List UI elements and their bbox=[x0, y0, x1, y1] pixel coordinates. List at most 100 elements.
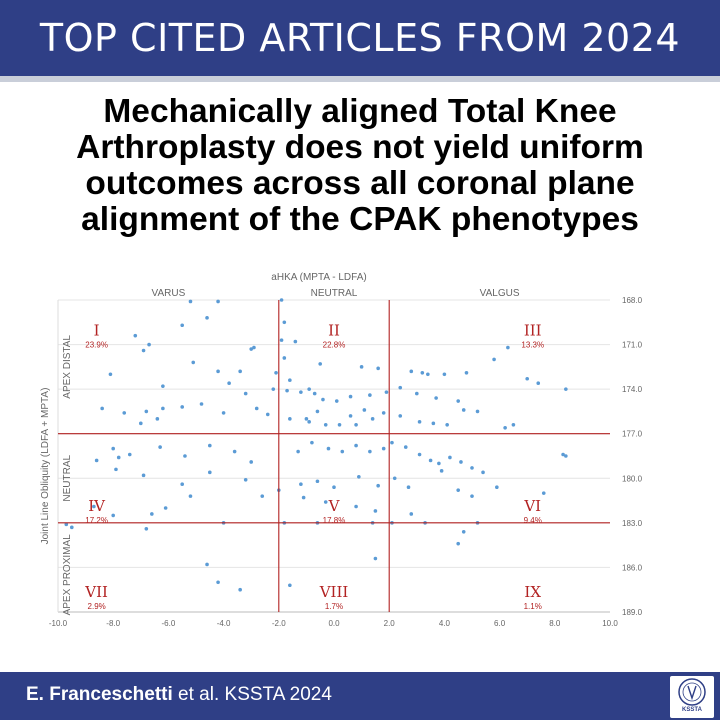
data-point bbox=[376, 366, 380, 371]
data-point bbox=[122, 411, 127, 415]
data-point bbox=[381, 411, 386, 415]
data-point bbox=[564, 387, 568, 391]
column-label: NEUTRAL bbox=[311, 288, 358, 299]
data-point bbox=[448, 455, 452, 460]
data-point bbox=[332, 485, 336, 489]
data-point bbox=[373, 556, 378, 561]
data-point bbox=[431, 421, 436, 426]
x-tick-label: 4.0 bbox=[439, 619, 451, 628]
region-percentage: 23.9% bbox=[85, 341, 108, 350]
chart-title: aHKA (MPTA - LDFA) bbox=[271, 272, 366, 283]
x-tick-label: 10.0 bbox=[602, 619, 618, 628]
data-point bbox=[439, 469, 444, 473]
data-point bbox=[337, 423, 342, 427]
headline-line: alignment of the CPAK phenotypes bbox=[81, 201, 639, 238]
data-point bbox=[144, 527, 149, 531]
data-point bbox=[127, 452, 132, 457]
data-point bbox=[249, 347, 253, 351]
data-point bbox=[265, 412, 270, 417]
data-point bbox=[368, 449, 372, 454]
data-point bbox=[506, 345, 510, 350]
data-point bbox=[158, 445, 162, 449]
data-point bbox=[299, 482, 303, 487]
data-point bbox=[426, 372, 430, 377]
data-point bbox=[354, 423, 358, 427]
citation: E. Franceschetti et al. KSSTA 2024 bbox=[26, 684, 332, 706]
x-tick-label: 0.0 bbox=[328, 619, 340, 628]
region-numeral: IV bbox=[88, 497, 106, 515]
data-point bbox=[370, 417, 375, 421]
data-point bbox=[362, 408, 367, 412]
y-axis-title: Joint Line Obliquity (LDFA + MPTA) bbox=[40, 388, 51, 545]
data-point bbox=[437, 461, 441, 466]
data-point bbox=[208, 443, 212, 448]
data-point bbox=[398, 414, 403, 418]
headline-line: outcomes across all coronal plane bbox=[85, 165, 635, 202]
data-point bbox=[373, 509, 378, 513]
data-point bbox=[323, 500, 328, 504]
region-numeral: VIII bbox=[319, 583, 349, 601]
data-point bbox=[205, 316, 209, 320]
data-point bbox=[456, 399, 461, 403]
data-point bbox=[561, 452, 565, 457]
data-point bbox=[304, 417, 309, 421]
header-banner: TOP CITED ARTICLES FROM 2024 bbox=[0, 0, 720, 82]
data-point bbox=[481, 470, 485, 475]
data-point bbox=[340, 449, 345, 454]
data-point bbox=[94, 458, 99, 463]
data-point bbox=[464, 371, 469, 375]
region-percentage: 1.1% bbox=[524, 602, 542, 611]
footer-bar: E. Franceschetti et al. KSSTA 2024 bbox=[0, 672, 720, 720]
data-point bbox=[282, 356, 287, 360]
data-point bbox=[188, 494, 193, 498]
y-tick-label: 189.0 bbox=[622, 608, 643, 617]
data-point bbox=[252, 345, 256, 350]
data-point bbox=[205, 562, 209, 567]
data-point bbox=[417, 452, 422, 457]
data-point bbox=[180, 323, 184, 328]
data-point bbox=[428, 458, 433, 463]
region-numeral: VII bbox=[84, 583, 108, 601]
region-numeral: III bbox=[524, 322, 542, 340]
logo-label: KSSTA bbox=[682, 707, 702, 713]
region-numeral: II bbox=[328, 322, 340, 340]
data-point bbox=[525, 376, 529, 381]
y-tick-label: 174.0 bbox=[622, 385, 643, 394]
data-point bbox=[221, 411, 226, 415]
data-point bbox=[199, 402, 204, 406]
data-point bbox=[326, 446, 331, 451]
data-point bbox=[503, 425, 507, 430]
x-tick-label: -8.0 bbox=[106, 619, 120, 628]
region-numeral: IX bbox=[524, 583, 541, 601]
data-point bbox=[315, 409, 320, 414]
region-percentage: 2.9% bbox=[88, 602, 106, 611]
data-point bbox=[111, 513, 115, 518]
region-numeral: VI bbox=[523, 497, 541, 515]
data-point bbox=[238, 587, 242, 592]
data-point bbox=[183, 454, 187, 458]
data-point bbox=[390, 440, 394, 445]
citation-author: E. Franceschetti bbox=[26, 684, 173, 705]
data-point bbox=[141, 473, 146, 478]
data-point bbox=[406, 485, 411, 489]
ksst-logo: KSSTA bbox=[670, 676, 714, 718]
data-point bbox=[456, 488, 461, 492]
data-point bbox=[64, 522, 69, 527]
data-point bbox=[180, 482, 184, 487]
data-point bbox=[301, 495, 306, 500]
data-point bbox=[470, 466, 474, 470]
data-point bbox=[384, 390, 389, 394]
column-label: VALGUS bbox=[480, 288, 520, 299]
y-tick-label: 168.0 bbox=[622, 296, 643, 305]
data-point bbox=[403, 445, 408, 449]
data-point bbox=[461, 529, 466, 534]
data-point bbox=[216, 299, 220, 304]
data-point bbox=[511, 423, 516, 427]
row-label: NEUTRAL bbox=[62, 455, 73, 502]
data-point bbox=[354, 504, 358, 509]
y-tick-label: 171.0 bbox=[622, 341, 643, 350]
cpak-scatter-chart: 168.0 171.0 174.0 177.0 180.0 183.0 186.0 189.0… bbox=[40, 272, 643, 628]
data-point bbox=[288, 378, 292, 383]
data-point bbox=[376, 483, 380, 488]
data-point bbox=[312, 391, 317, 396]
